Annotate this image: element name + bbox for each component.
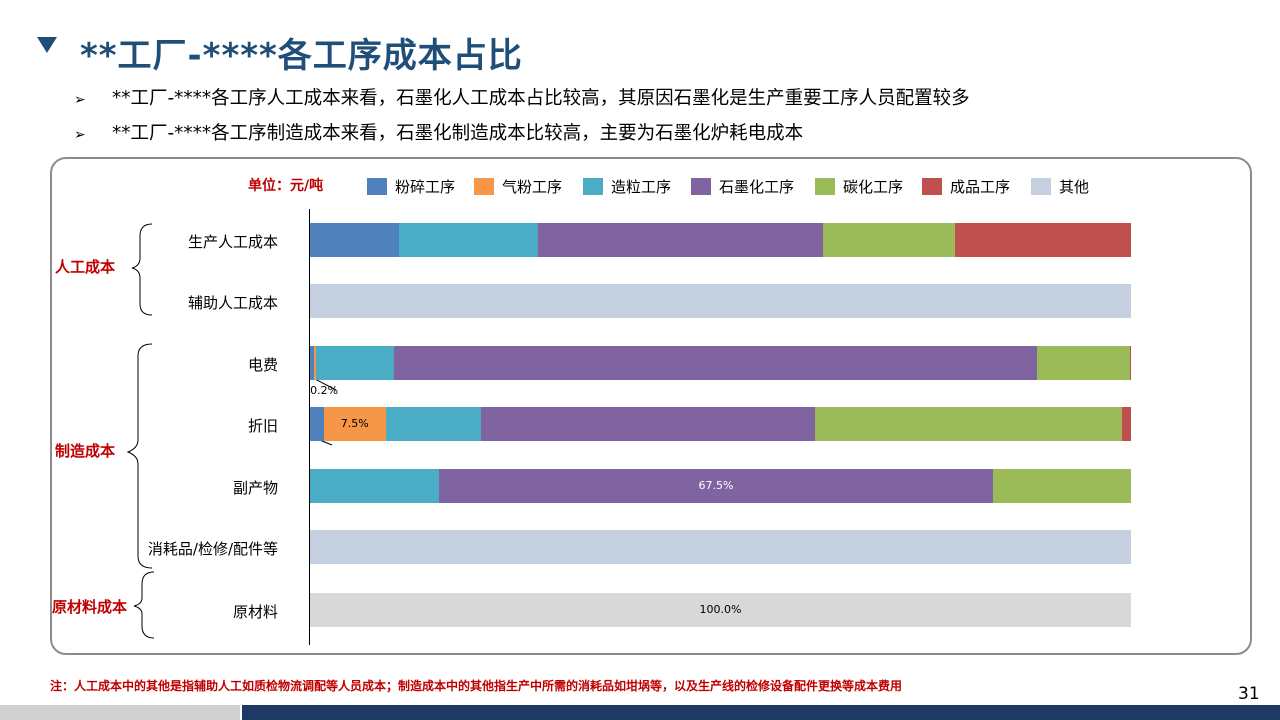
page-number: 31 [1238,684,1260,704]
legend-label: 其他 [1059,178,1090,196]
bar-segment [1130,346,1131,380]
legend-label: 成品工序 [950,178,1011,196]
bar-segment [310,469,439,503]
bracket-material [133,571,155,639]
callout-line [314,378,337,391]
bar-segment [538,223,824,257]
bar-segment [310,407,324,441]
unit-label: 单位：元/吨 [248,178,324,194]
bar-segment [323,407,386,441]
bar-segment [310,346,315,380]
bullet-2: ➢ **工厂-****各工序制造成本来看，石墨化制造成本比较高，主要为石墨化炉耗电… [74,119,803,145]
title-triangle-icon [37,37,57,53]
legend-swatch [583,178,603,195]
legend-item: 造粒工序 [583,176,671,196]
bar-segment [393,346,1037,380]
legend-swatch [691,178,711,195]
data-label: 67.5% [698,479,734,492]
footer-bar-left [0,705,240,720]
bar-segment [398,223,539,257]
data-label: 0.2% [310,384,339,397]
bar-segment [823,223,956,257]
legend-item: 气粉工序 [474,176,562,196]
bar-segment [438,469,994,503]
legend-item: 其他 [1031,176,1089,196]
legend-item: 碳化工序 [815,176,903,196]
category-axis [309,209,310,645]
legend-label: 造粒工序 [611,178,672,196]
legend-item: 石墨化工序 [691,176,794,196]
page-title: **工厂-****各工序成本占比 [80,36,523,76]
legend-label: 粉碎工序 [395,178,456,196]
footnote: 注：人工成本中的其他是指辅助人工如质检物流调配等人员成本；制造成本中的其他指生产… [50,679,903,693]
legend-item: 成品工序 [922,176,1010,196]
legend-swatch [815,178,835,195]
bar-segment [310,593,1131,627]
category-label: 折旧 [247,417,278,435]
category-label: 原材料 [232,603,278,621]
arrow-bullet-icon: ➢ [74,92,86,108]
bar-segment [1036,346,1131,380]
legend-item: 粉碎工序 [367,176,455,196]
category-label: 副产物 [232,479,278,497]
legend-label: 碳化工序 [843,178,904,196]
legend-label: 石墨化工序 [719,178,795,196]
bar-segment [310,223,399,257]
legend-swatch [474,178,494,195]
category-label: 电费 [247,356,278,374]
group-label-labor: 人工成本 [55,258,116,276]
category-label: 辅助人工成本 [187,294,278,312]
arrow-bullet-icon: ➢ [74,127,86,143]
bar-segment [385,407,481,441]
footer-bar-right [242,705,1280,720]
bar-segment [310,284,1131,318]
bracket-labor [131,223,153,316]
bullet-1-text: **工厂-****各工序人工成本来看，石墨化人工成本占比较高，其原因石墨化是生产… [112,88,970,109]
chart-panel [50,157,1252,655]
legend-swatch [367,178,387,195]
category-label: 消耗品/检修/配件等 [147,540,278,558]
data-label: 7.5% [340,417,369,430]
data-label: 100.0% [699,603,742,616]
bullet-1: ➢ **工厂-****各工序人工成本来看，石墨化人工成本占比较高，其原因石墨化是生… [74,84,970,110]
legend-label: 气粉工序 [502,178,563,196]
bar-segment [480,407,815,441]
bar-segment [955,223,1131,257]
group-label-manufacturing: 制造成本 [55,442,116,460]
bar-segment [993,469,1131,503]
bullet-2-text: **工厂-****各工序制造成本来看，石墨化制造成本比较高，主要为石墨化炉耗电成… [112,123,804,144]
legend-swatch [1031,178,1051,195]
bar-segment [310,530,1131,564]
bar-segment [1121,407,1131,441]
legend-swatch [922,178,942,195]
group-label-material: 原材料成本 [52,598,128,616]
bar-segment [814,407,1122,441]
bracket-manufacturing [126,343,153,569]
bar-segment [314,346,316,380]
bar-segment [315,346,394,380]
category-label: 生产人工成本 [187,233,278,251]
